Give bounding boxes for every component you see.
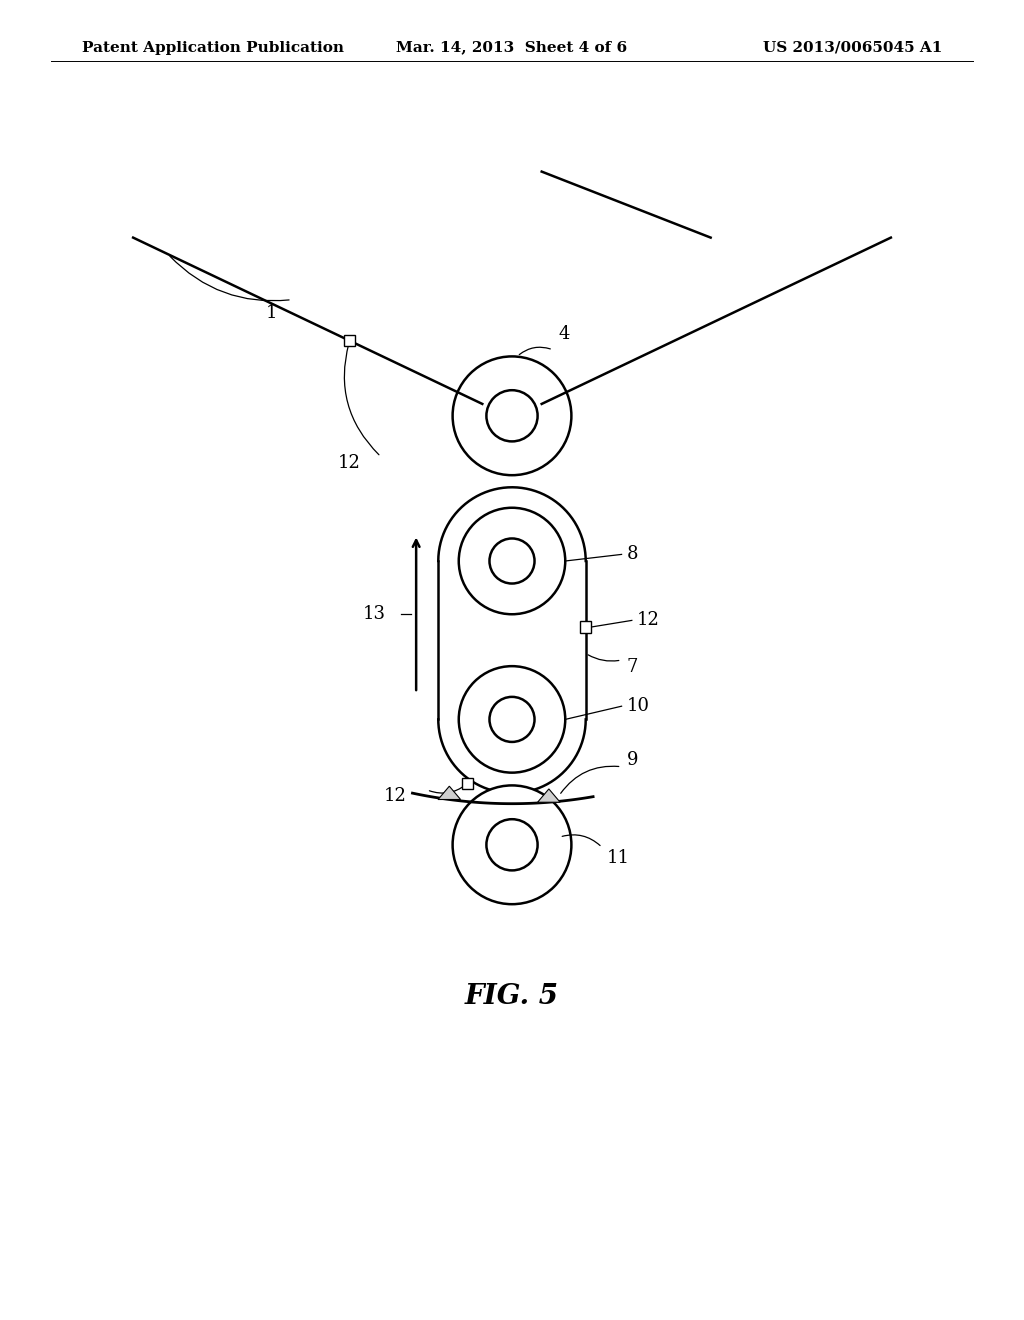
Text: Mar. 14, 2013  Sheet 4 of 6: Mar. 14, 2013 Sheet 4 of 6 — [396, 41, 628, 54]
Polygon shape — [538, 789, 560, 803]
Text: 12: 12 — [383, 788, 407, 805]
Text: 11: 11 — [607, 849, 630, 867]
Ellipse shape — [486, 820, 538, 870]
Polygon shape — [438, 787, 461, 800]
Ellipse shape — [459, 508, 565, 614]
Text: 4: 4 — [558, 325, 569, 343]
Bar — [580, 622, 592, 632]
Ellipse shape — [453, 785, 571, 904]
Text: 7: 7 — [627, 657, 638, 676]
Text: Patent Application Publication: Patent Application Publication — [82, 41, 344, 54]
Ellipse shape — [489, 697, 535, 742]
Text: 9: 9 — [627, 751, 638, 770]
Ellipse shape — [489, 539, 535, 583]
Text: 10: 10 — [627, 697, 649, 715]
Text: FIG. 5: FIG. 5 — [465, 983, 559, 1010]
Text: 12: 12 — [637, 611, 659, 630]
Ellipse shape — [453, 356, 571, 475]
Text: US 2013/0065045 A1: US 2013/0065045 A1 — [763, 41, 942, 54]
Bar — [344, 335, 355, 346]
Ellipse shape — [459, 667, 565, 772]
Text: 12: 12 — [338, 454, 360, 473]
Ellipse shape — [486, 391, 538, 441]
Text: 1: 1 — [265, 304, 278, 322]
Text: 13: 13 — [362, 605, 385, 623]
Bar — [462, 777, 473, 789]
Text: 8: 8 — [627, 545, 638, 564]
